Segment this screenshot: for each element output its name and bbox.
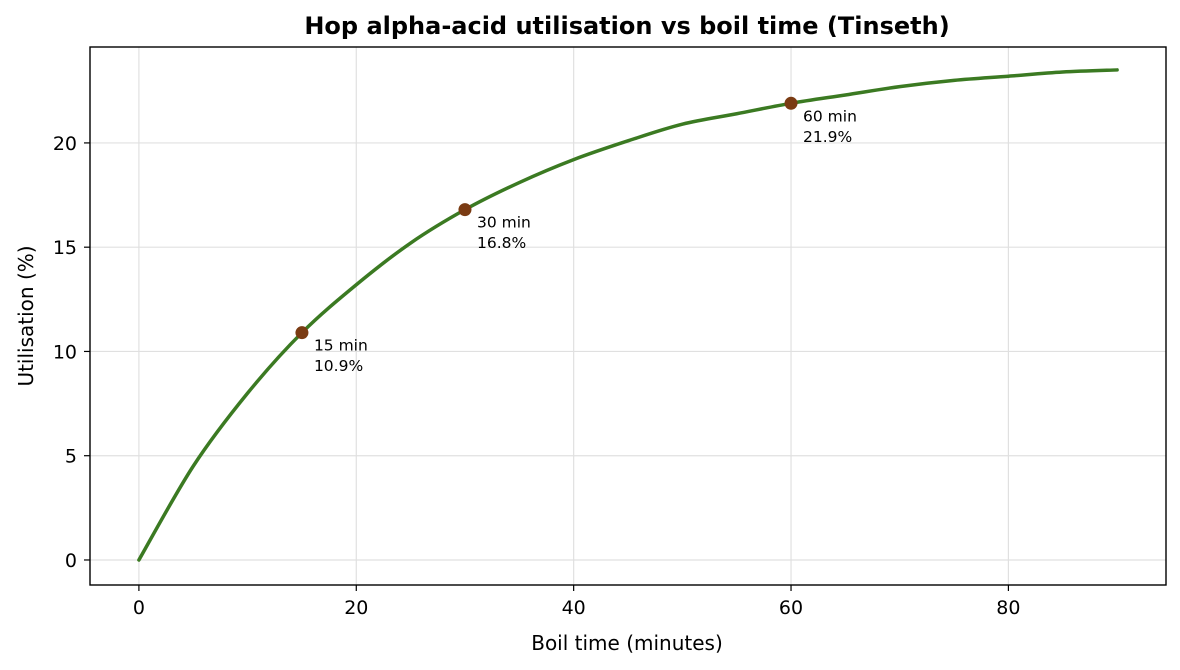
y-axis-label: Utilisation (%) (14, 245, 38, 386)
chart-title: Hop alpha-acid utilisation vs boil time … (304, 12, 949, 40)
data-point-marker (295, 326, 309, 340)
label-boil-time: 60 min (803, 107, 857, 125)
y-tick-label: 0 (65, 550, 77, 572)
data-point-marker (784, 96, 798, 110)
utilisation-curve (137, 68, 1119, 562)
grid (90, 47, 1166, 585)
x-tick-label: 60 (779, 597, 803, 619)
y-tick-label: 10 (53, 341, 77, 363)
x-tick-label: 20 (344, 597, 368, 619)
marker-layer: 15 min 10.9% 30 min 16.8% 60 min 21.9% (295, 96, 857, 376)
x-tick-label: 80 (996, 597, 1020, 619)
label-boil-time: 30 min (477, 214, 531, 232)
y-tick-label: 20 (53, 133, 77, 155)
data-point-label: 15 min 10.9% (314, 337, 368, 376)
data-point-marker (458, 203, 472, 217)
x-tick-label: 0 (133, 597, 145, 619)
label-utilisation-value: 16.8% (477, 234, 526, 252)
plot-frame (89, 46, 1167, 586)
data-point-label: 60 min 21.9% (803, 107, 857, 146)
label-utilisation-value: 10.9% (314, 357, 363, 375)
y-tick-label: 15 (53, 237, 77, 259)
y-axis-ticks: 0 5 10 15 20 (53, 133, 90, 572)
series-layer (137, 68, 1119, 562)
label-boil-time: 15 min (314, 337, 368, 355)
y-tick-label: 5 (65, 446, 77, 468)
label-utilisation-value: 21.9% (803, 128, 852, 146)
x-axis-ticks: 0 20 40 60 80 (133, 585, 1020, 619)
x-tick-label: 40 (562, 597, 586, 619)
data-point-label: 30 min 16.8% (477, 214, 531, 253)
x-axis-label: Boil time (minutes) (531, 631, 723, 655)
